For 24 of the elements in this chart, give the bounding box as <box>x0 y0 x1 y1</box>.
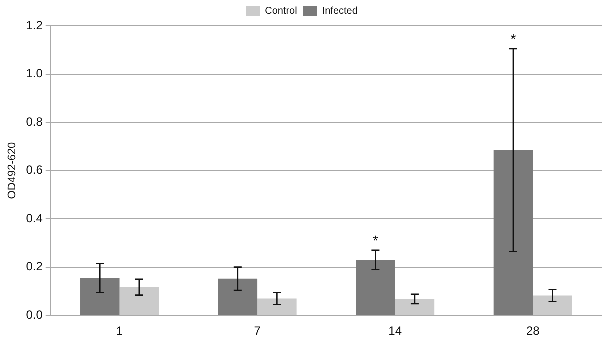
x-tick-label: 28 <box>526 324 540 338</box>
y-tick-label: 0.4 <box>26 211 44 226</box>
bar <box>120 287 160 316</box>
y-tick-label: 0.2 <box>26 260 44 274</box>
legend-label: Infected <box>322 6 358 17</box>
legend-label: Control <box>265 6 298 17</box>
y-tick-label: 1.0 <box>26 66 44 81</box>
bar <box>258 298 297 316</box>
y-tick-label: 0.6 <box>26 163 44 178</box>
bar <box>80 278 120 316</box>
bar <box>356 260 396 316</box>
y-tick-label: 0.8 <box>26 114 44 129</box>
bar <box>533 296 572 316</box>
bar <box>218 278 258 316</box>
y-tick-label: 0.0 <box>26 308 44 322</box>
x-tick-label: 14 <box>388 324 402 338</box>
annotation: * <box>372 232 379 248</box>
y-tick-label: 1.2 <box>26 18 44 32</box>
x-tick-label: 7 <box>254 324 262 338</box>
bar <box>494 150 534 316</box>
annotation: * <box>510 30 517 47</box>
y-axis-title: OD492-620 <box>6 142 19 200</box>
bar <box>395 299 435 316</box>
x-tick-label: 1 <box>116 324 124 338</box>
